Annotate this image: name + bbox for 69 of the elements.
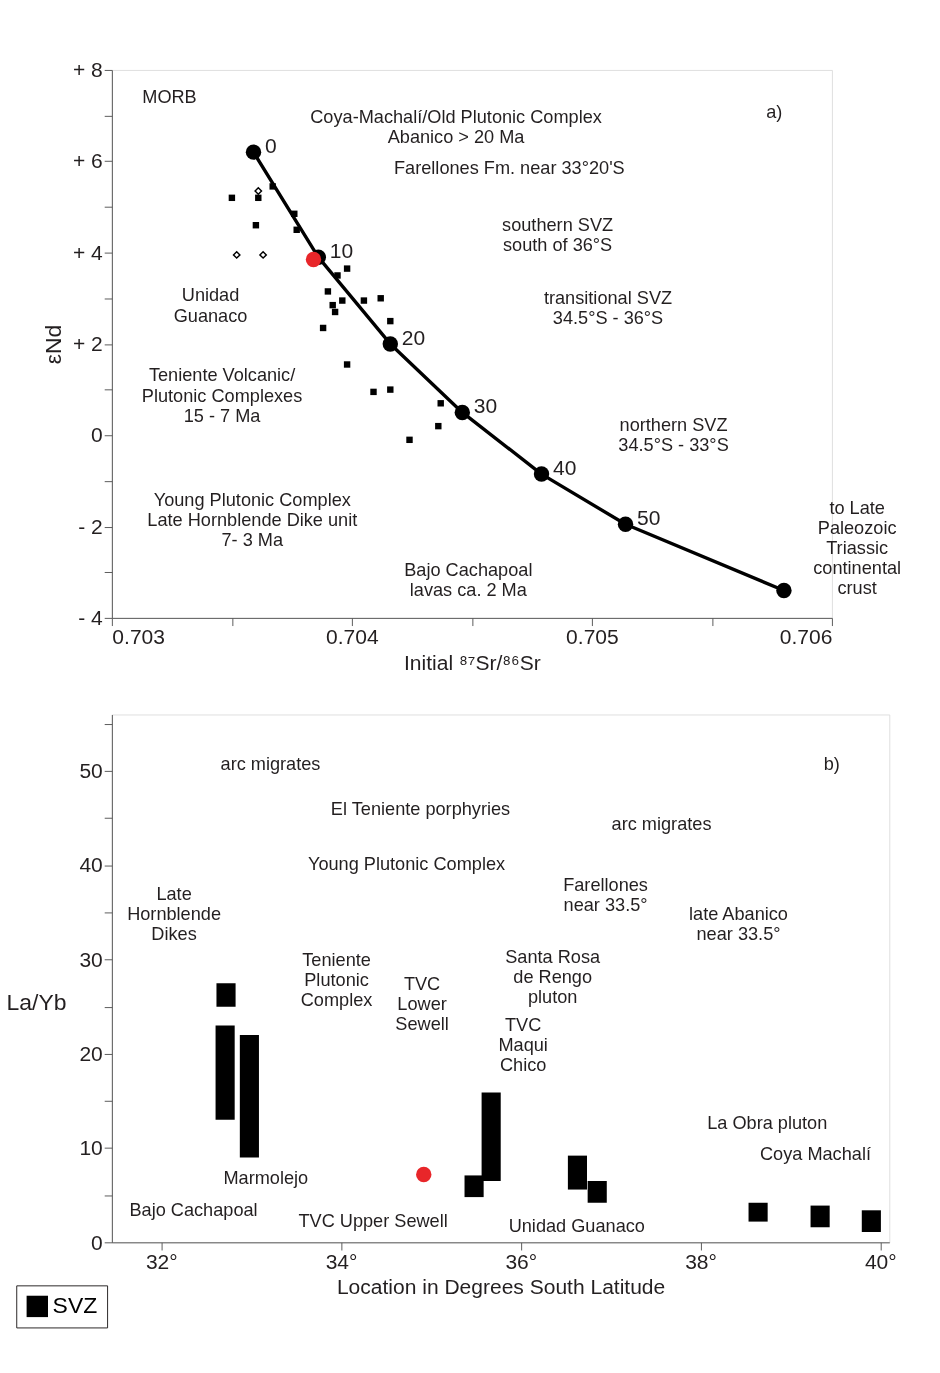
annotation: late Abanico near 33.5°	[689, 904, 788, 945]
annotation: arc migrates	[611, 814, 712, 835]
y-tick-label: 30	[79, 947, 103, 971]
bar	[239, 1034, 259, 1158]
x-tick-label: 34°	[325, 1249, 358, 1273]
annotation: Teniente Volcanic/ Plutonic Complexes 15 - 7 Ma	[141, 365, 303, 426]
annotation: MORB	[142, 86, 197, 107]
y-tick-label: - 4	[78, 606, 104, 630]
annotation: Coya-Machalí/Old Plutonic Complex Abanico > 20 Ma	[310, 107, 602, 148]
annotation: to Late Paleozoic Triassic continental crust	[813, 498, 902, 599]
annotation: Young Plutonic Complex Late Hornblende Dike unit 7- 3 Ma	[147, 489, 358, 550]
annotation: b)	[823, 753, 840, 774]
y-tick-label: 0	[91, 423, 103, 447]
y-tick-label: + 6	[72, 149, 103, 173]
annotation: Santa Rosa de Rengo pluton	[505, 947, 602, 1008]
x-tick-label: 0.706	[779, 625, 833, 649]
annotation: TVC Lower Sewell	[395, 973, 449, 1035]
annotation: Late Hornblende Dikes	[127, 884, 222, 945]
annotation: southern SVZ south of 36°S	[502, 215, 614, 256]
y-tick-label: + 2	[72, 332, 103, 356]
y-tick-label: + 4	[72, 240, 104, 264]
x-axis-title: Initial ⁸⁷Sr/⁸⁶Sr	[404, 651, 541, 675]
bar	[861, 1210, 881, 1232]
annotation: TVC Maqui Chico	[498, 1015, 548, 1076]
annotation: El Teniente porphyries	[330, 798, 511, 819]
annotation: Farellones near 33.5°	[563, 875, 648, 916]
annotation: 40	[552, 456, 577, 480]
annotation: Coya Machalí	[759, 1143, 871, 1164]
x-tick-label: 38°	[685, 1249, 717, 1273]
annotation: northern SVZ 34.5°S - 33°S	[618, 415, 729, 456]
annotation: TVC Upper Sewell	[298, 1210, 448, 1231]
annotation: Bajo Cachapoal	[129, 1200, 258, 1221]
x-tick-label: 0.705	[566, 625, 619, 649]
annotation: 50	[637, 506, 661, 530]
bar	[215, 1025, 235, 1120]
y-tick-label: 20	[79, 1042, 103, 1065]
y-tick-label: 40	[79, 853, 103, 877]
annotation: Young Plutonic Complex	[307, 854, 506, 875]
x-tick-label: 32°	[145, 1249, 178, 1273]
bar	[216, 983, 236, 1007]
y-tick-label: + 8	[72, 58, 103, 82]
bar	[810, 1205, 830, 1228]
annotation: a)	[766, 101, 783, 122]
y-axis-title: La/Yb	[6, 989, 67, 1016]
annotation: Marmolejo	[223, 1168, 309, 1189]
annotation: Farellones Fm. near 33°20'S	[393, 158, 625, 179]
annotation: Bajo Cachapoal lavas ca. 2 Ma	[404, 559, 533, 601]
bar	[748, 1202, 768, 1222]
legend-label: SVZ	[52, 1292, 98, 1319]
x-tick-label: 36°	[505, 1249, 538, 1273]
y-tick-label: - 2	[78, 514, 103, 538]
annotation: 30	[473, 394, 498, 418]
x-tick-label: 0.704	[326, 625, 379, 649]
x-axis-title: Location in Degrees South Latitude	[336, 1275, 666, 1299]
annotation: 20	[401, 325, 426, 349]
annotation: arc migrates	[220, 753, 321, 774]
x-tick-label: 40°	[864, 1249, 897, 1273]
annotation: transitional SVZ 34.5°S - 36°S	[543, 288, 673, 329]
y-tick-label: 50	[79, 759, 103, 783]
x-tick-label: 0.703	[112, 625, 165, 649]
annotation: 10	[329, 239, 354, 263]
y-tick-label: 10	[79, 1136, 103, 1160]
annotation: Teniente Plutonic Complex	[300, 950, 373, 1011]
annotation: Unidad Guanaco	[173, 285, 248, 326]
annotation: 0	[264, 134, 277, 158]
annotation: Unidad Guanaco	[508, 1215, 645, 1236]
annotation: La Obra pluton	[707, 1113, 828, 1134]
y-axis-title: εNd	[39, 324, 66, 365]
y-tick-label: 0	[91, 1230, 103, 1254]
